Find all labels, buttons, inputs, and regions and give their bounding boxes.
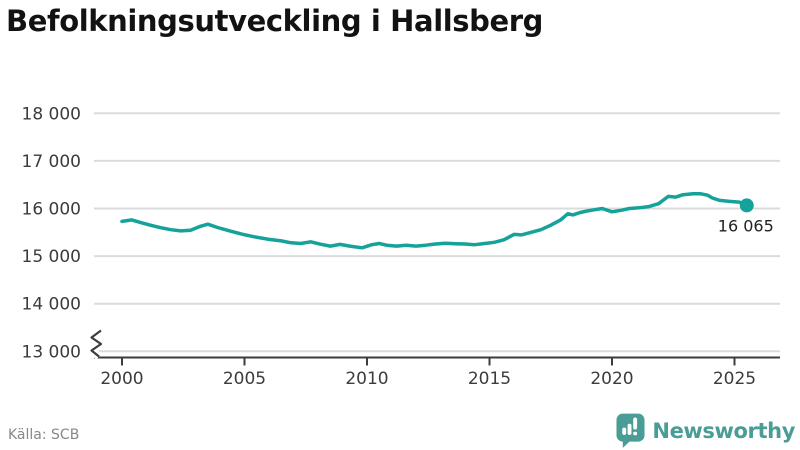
- x-axis: [94, 356, 780, 366]
- newsworthy-wordmark: Newsworthy: [652, 419, 795, 443]
- newsworthy-logo[interactable]: Newsworthy: [616, 412, 795, 450]
- x-tick-label: 2005: [223, 369, 266, 389]
- y-tick-label: 14 000: [22, 295, 81, 315]
- x-tick-label: 2025: [713, 369, 756, 389]
- x-tick-label: 2010: [345, 369, 388, 389]
- data-series: [120, 191, 749, 250]
- population-line: [120, 191, 749, 250]
- axis-break-icon: [87, 327, 105, 360]
- end-value-label: 16 065: [718, 216, 774, 235]
- y-tick-label: 15 000: [22, 247, 81, 267]
- x-tick-label: 2020: [590, 369, 633, 389]
- source-note: Källa: SCB: [8, 427, 80, 443]
- x-tick-label: 2000: [100, 369, 143, 389]
- y-tick-label: 13 000: [22, 342, 81, 362]
- y-tick-label: 16 000: [22, 200, 81, 220]
- annotations: 16 065: [718, 198, 774, 235]
- population-line-chart: 13 000 14 000 15 000 16 000 17 000 18 000 200…: [22, 104, 780, 389]
- x-axis-labels: 2000 2005 2010 2015 2020 2025: [100, 369, 756, 389]
- end-point-marker: [739, 198, 754, 213]
- x-tick-label: 2015: [468, 369, 511, 389]
- chart-title: Befolkningsutveckling i Hallsberg: [6, 4, 544, 38]
- gridlines: [94, 112, 780, 353]
- newsworthy-icon: [616, 413, 645, 448]
- y-tick-label: 18 000: [22, 104, 81, 124]
- y-axis-labels: 13 000 14 000 15 000 16 000 17 000 18 000: [22, 104, 81, 362]
- y-tick-label: 17 000: [22, 152, 81, 172]
